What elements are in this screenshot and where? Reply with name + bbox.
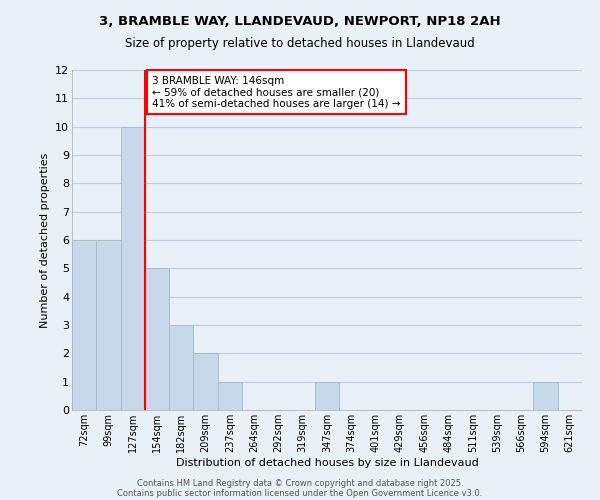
Bar <box>533 382 558 410</box>
Text: Contains public sector information licensed under the Open Government Licence v3: Contains public sector information licen… <box>118 488 482 498</box>
Text: 3 BRAMBLE WAY: 146sqm
← 59% of detached houses are smaller (20)
41% of semi-deta: 3 BRAMBLE WAY: 146sqm ← 59% of detached … <box>152 76 401 109</box>
Bar <box>145 268 169 410</box>
Bar <box>315 382 339 410</box>
Y-axis label: Number of detached properties: Number of detached properties <box>40 152 50 328</box>
Bar <box>218 382 242 410</box>
Bar <box>96 240 121 410</box>
X-axis label: Distribution of detached houses by size in Llandevaud: Distribution of detached houses by size … <box>176 458 478 468</box>
Bar <box>72 240 96 410</box>
Text: 3, BRAMBLE WAY, LLANDEVAUD, NEWPORT, NP18 2AH: 3, BRAMBLE WAY, LLANDEVAUD, NEWPORT, NP1… <box>99 15 501 28</box>
Text: Size of property relative to detached houses in Llandevaud: Size of property relative to detached ho… <box>125 38 475 51</box>
Bar <box>169 325 193 410</box>
Text: Contains HM Land Registry data © Crown copyright and database right 2025.: Contains HM Land Registry data © Crown c… <box>137 478 463 488</box>
Bar <box>121 126 145 410</box>
Bar <box>193 354 218 410</box>
